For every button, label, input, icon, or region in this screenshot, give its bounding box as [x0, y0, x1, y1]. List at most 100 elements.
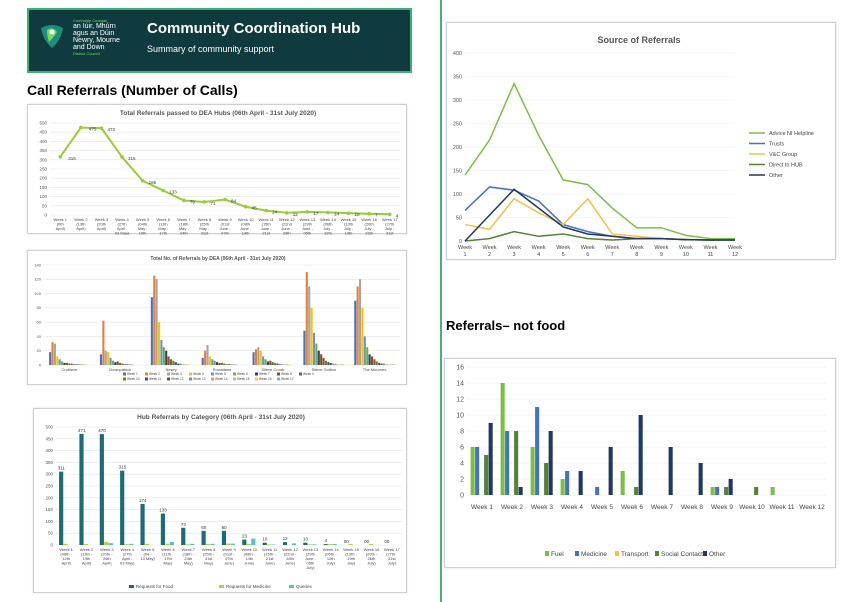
x-tick-label: Week 5 [591, 504, 613, 511]
data-point [284, 210, 289, 215]
bar [83, 544, 89, 545]
x-tick-label: Week 17 (27th -31st July) [384, 547, 400, 566]
bar [334, 363, 337, 365]
x-tick-label: Rowallane [213, 367, 232, 372]
data-label: 316 [68, 156, 76, 161]
data-label: 60 [201, 525, 207, 530]
bar [392, 364, 395, 365]
bar [79, 433, 84, 545]
bar [354, 300, 357, 365]
y-tick-label: 80 [37, 305, 42, 310]
data-label: 84 [231, 199, 237, 204]
y-tick-label: 14 [456, 380, 464, 387]
x-tick-label: Week 10 (08th -14th June) [241, 547, 257, 566]
bar [63, 362, 66, 365]
y-tick-label: 140 [34, 262, 41, 267]
bar [232, 364, 235, 365]
bar [257, 347, 260, 365]
bar [544, 463, 549, 495]
bar [382, 363, 386, 365]
bar [114, 362, 117, 365]
header-banner: Comhairle Ceantair an Iúir, Mhúrn agus a… [27, 8, 412, 73]
bar [322, 357, 325, 365]
bar [262, 356, 265, 365]
x-tick-label: Week 8 [630, 245, 644, 258]
x-tick-label: Newry [165, 367, 176, 372]
legend-swatch [289, 585, 294, 588]
y-tick-label: 0 [459, 239, 462, 245]
banner-subtitle: Summary of community support [147, 44, 275, 54]
data-label: 4 [325, 538, 328, 543]
bar [77, 364, 80, 365]
chart-title: Source of Referrals [597, 35, 680, 45]
legend-swatch [233, 372, 236, 376]
data-label: 133 [159, 508, 167, 513]
y-tick-label: 250 [39, 167, 47, 172]
council-logo-icon [41, 25, 63, 48]
bar [638, 415, 643, 495]
bar [385, 364, 388, 365]
bar [121, 363, 124, 365]
bar [359, 279, 362, 365]
bar [315, 343, 318, 365]
legend-label: Week 13 [193, 377, 206, 381]
y-tick-label: 150 [39, 185, 47, 190]
bar [61, 361, 64, 365]
bar [259, 350, 262, 365]
x-tick-label: Week 10 [679, 245, 693, 258]
y-tick-label: 8 [460, 428, 464, 435]
legend-swatch [123, 372, 126, 376]
bar [109, 357, 112, 365]
bar [75, 364, 78, 365]
y-tick-label: 2 [460, 476, 464, 483]
legend-swatch [233, 377, 236, 381]
bar [634, 487, 639, 495]
bar [312, 332, 316, 365]
data-label: 79 [190, 199, 196, 204]
bar [266, 361, 269, 365]
bar [310, 307, 313, 365]
legend-label: Week 10 [127, 377, 140, 381]
legend-label: Week 3 [171, 372, 182, 376]
y-tick-label: 100 [39, 194, 47, 199]
bar [488, 423, 493, 495]
y-tick-label: 12 [456, 396, 464, 403]
legend-label: Week 12 [171, 377, 184, 381]
bar [213, 360, 216, 365]
data-label: 00 [364, 539, 370, 544]
bar [303, 330, 306, 365]
call-referrals-heading: Call Referrals (Number of Calls) [27, 82, 238, 98]
data-point [326, 210, 330, 215]
bar [206, 345, 209, 365]
bar [150, 297, 153, 365]
legend-swatch [211, 372, 214, 376]
data-label: 311 [58, 466, 66, 471]
y-tick-label: 50 [42, 203, 48, 208]
bar [303, 542, 308, 545]
bar [102, 320, 105, 365]
referrals-by-dea-chart-panel: Total No. of Referrals by DEA (06th Apri… [27, 250, 407, 385]
x-tick-label: Week 4 (27th April -03 May) [120, 547, 135, 566]
data-label: 315 [119, 465, 127, 470]
bar [107, 352, 110, 365]
x-tick-label: Week 7 [651, 504, 673, 511]
legend-swatch [189, 372, 192, 376]
y-tick-label: 50 [48, 531, 54, 536]
bar [380, 363, 383, 365]
legend-swatch [575, 551, 579, 556]
data-label: 17 [313, 211, 319, 216]
y-tick-label: 150 [453, 168, 462, 174]
bar [291, 543, 297, 545]
y-tick-label: 400 [39, 139, 47, 144]
y-tick-label: 4 [460, 460, 464, 467]
x-tick-label: Week 14 (06th -12th July) [323, 547, 339, 566]
bar [373, 359, 376, 365]
bar [276, 363, 279, 365]
legend-swatch [219, 585, 224, 588]
data-label: 73 [181, 522, 187, 527]
series-line [464, 188, 735, 242]
y-tick-label: 120 [34, 277, 41, 282]
